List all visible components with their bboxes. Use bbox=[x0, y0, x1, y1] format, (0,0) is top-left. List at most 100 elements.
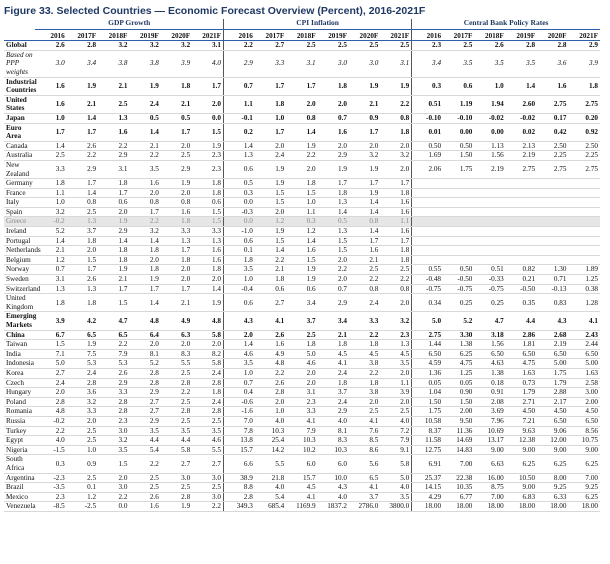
cell: 2.4 bbox=[129, 95, 161, 114]
cell: 1.0 bbox=[254, 406, 287, 417]
cell: 4.1 bbox=[254, 311, 287, 331]
table-row: Mexico 2.3 1.2 2.2 2.6 2.8 3.0 2.8 5.4 4.1 4.0 3.7 3… bbox=[4, 492, 600, 503]
year-heading: 2018F bbox=[474, 29, 506, 42]
cell: 2.2 bbox=[98, 492, 130, 503]
cell: 1.7 bbox=[160, 284, 193, 295]
cell: 6.50 bbox=[537, 349, 569, 360]
cell: 1.4 bbox=[286, 236, 318, 247]
cell: 3.3 bbox=[66, 406, 99, 417]
cell: 2.4 bbox=[35, 378, 67, 389]
cell: 2.2 bbox=[286, 150, 318, 161]
cell: 3.3 bbox=[98, 387, 130, 398]
cell: 6.5 bbox=[98, 330, 130, 341]
table-row: Germany 1.8 1.7 1.8 1.6 1.9 1.8 0.5 1.9 1.8 1.7 1.7… bbox=[4, 178, 600, 189]
cell: 1.8 bbox=[317, 378, 349, 389]
cell: -8.5 bbox=[35, 501, 67, 512]
cell: 0.7 bbox=[223, 378, 255, 389]
cell: 12.00 bbox=[537, 435, 569, 446]
cell: 0.3 bbox=[223, 188, 255, 199]
cell: -0.75 bbox=[443, 284, 475, 295]
cell: 1.5 bbox=[254, 188, 287, 199]
cell: 2.0 bbox=[98, 473, 130, 484]
cell: 3.4 bbox=[66, 50, 99, 78]
cell: 3.0 bbox=[317, 50, 349, 78]
cell: 1.6 bbox=[129, 501, 161, 512]
table-row: Greece -0.2 1.3 1.9 2.2 1.8 1.5 0.0 1.2 0.3 0.5 0.8… bbox=[4, 216, 600, 228]
cell: 1.6 bbox=[160, 207, 193, 218]
cell: 9.25 bbox=[537, 482, 569, 493]
cell: 3.7 bbox=[66, 226, 99, 237]
cell: 1.4 bbox=[223, 141, 255, 152]
cell: 14.15 bbox=[411, 482, 444, 493]
cell: 1.1 bbox=[380, 216, 412, 228]
cell: 0.71 bbox=[537, 274, 569, 285]
cell: 3.2 bbox=[98, 435, 130, 446]
cell: 2.8 bbox=[66, 40, 99, 51]
row-label: Brazil bbox=[4, 482, 36, 493]
cell: 0.6 bbox=[223, 293, 255, 313]
cell: 3.2 bbox=[129, 40, 161, 51]
cell: 2.2 bbox=[129, 150, 161, 161]
cell: 2.0 bbox=[286, 160, 318, 180]
cell: 1.9 bbox=[254, 160, 287, 180]
cell: 3.3 bbox=[160, 226, 193, 237]
table-row: South Africa 0.3 0.9 1.5 2.2 2.7 2.7 6.6 5.5 6.0 6… bbox=[4, 454, 600, 474]
cell: 5.6 bbox=[348, 454, 381, 474]
cell: 2.75 bbox=[537, 95, 569, 114]
cell bbox=[568, 178, 600, 189]
row-label: South Africa bbox=[4, 454, 36, 474]
cell: 2.88 bbox=[537, 387, 569, 398]
corner bbox=[4, 19, 35, 29]
cell: 4.0 bbox=[317, 416, 349, 427]
row-label: Belgium bbox=[4, 255, 36, 266]
cell: 2.2 bbox=[223, 40, 255, 51]
cell: 4.4 bbox=[129, 435, 161, 446]
cell: 1.4 bbox=[348, 197, 381, 208]
cell: 3.5 bbox=[98, 445, 130, 456]
cell: 3.6 bbox=[66, 387, 99, 398]
cell: 5.5 bbox=[160, 358, 193, 369]
cell: 1.5 bbox=[98, 454, 130, 474]
cell: 5.00 bbox=[568, 358, 600, 369]
cell: 2.9 bbox=[317, 406, 349, 417]
table-row: Ireland 5.2 3.7 2.9 3.2 3.3 3.3 -1.0 1.9 1.2 1.3 1.… bbox=[4, 226, 600, 237]
cell: 1.6 bbox=[192, 245, 224, 256]
cell: -0.50 bbox=[443, 274, 475, 285]
cell: 1.7 bbox=[129, 207, 161, 218]
cell: 3.5 bbox=[223, 264, 255, 276]
cell: 2.75 bbox=[568, 160, 600, 180]
cell: 1.9 bbox=[348, 160, 381, 180]
cell: 6.50 bbox=[474, 349, 506, 360]
cell: 5.3 bbox=[98, 358, 130, 369]
cell: 3.7 bbox=[348, 492, 381, 503]
cell: 1.8 bbox=[286, 178, 318, 189]
cell: 3.5 bbox=[223, 358, 255, 369]
cell: 2.9 bbox=[129, 387, 161, 398]
cell bbox=[505, 178, 538, 189]
cell: 1.9 bbox=[66, 77, 99, 96]
cell: 5.3 bbox=[66, 358, 99, 369]
cell: 1.8 bbox=[254, 274, 287, 285]
cell: 6.50 bbox=[537, 416, 569, 427]
cell bbox=[411, 226, 444, 237]
cell bbox=[443, 236, 475, 247]
cell: 3.8 bbox=[348, 387, 381, 398]
cell: 4.0 bbox=[317, 492, 349, 503]
cell: 1.8 bbox=[380, 245, 412, 256]
cell: 2.4 bbox=[192, 397, 224, 408]
cell: 0.7 bbox=[223, 77, 255, 96]
cell: 4.0 bbox=[192, 50, 224, 78]
cell bbox=[568, 226, 600, 237]
cell: 2.0 bbox=[129, 339, 161, 350]
cell: 2.8 bbox=[129, 378, 161, 389]
cell: 2.5 bbox=[380, 264, 412, 276]
cell: 2.0 bbox=[380, 141, 412, 152]
cell: 2.25 bbox=[568, 150, 600, 161]
cell bbox=[568, 255, 600, 266]
cell: 1.7 bbox=[98, 188, 130, 199]
table-row: Euro Area 1.7 1.7 1.6 1.4 1.7 1.5 0.2 1.7 1.4 1.6 1… bbox=[4, 123, 600, 142]
table-row: Emerging Markets 3.9 4.2 4.7 4.8 4.9 4.8 4.3 4.1… bbox=[4, 311, 600, 331]
cell: 2.0 bbox=[254, 207, 287, 218]
cell: 0.05 bbox=[443, 378, 475, 389]
cell: 2.4 bbox=[66, 368, 99, 379]
